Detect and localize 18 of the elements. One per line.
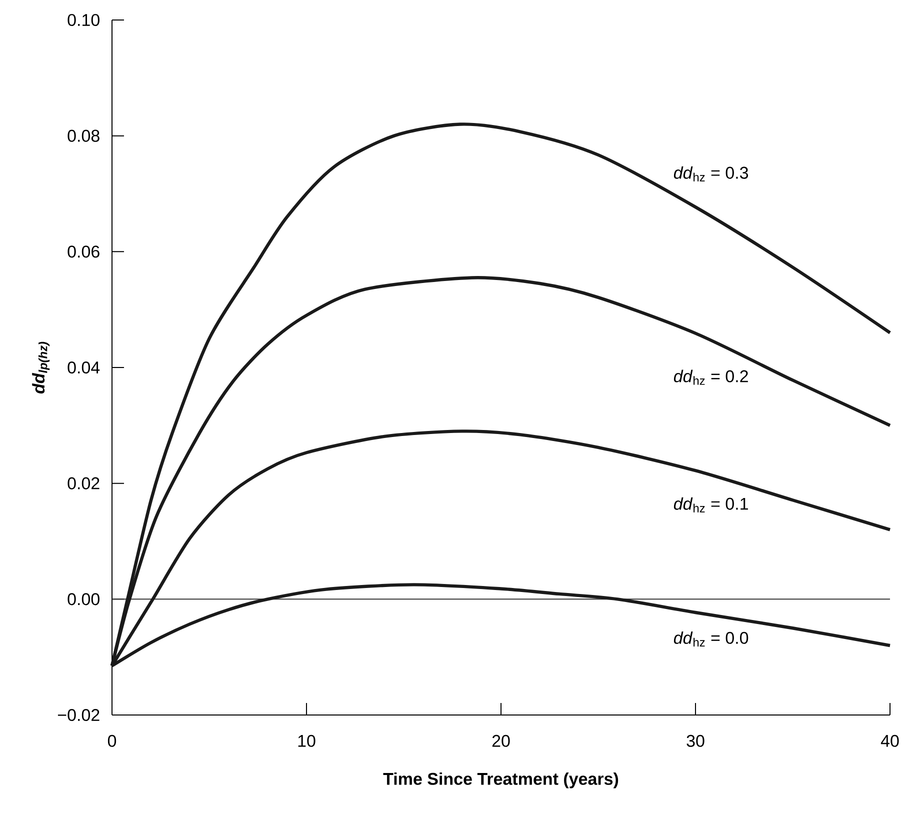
y-tick-label: 0.10 [68,14,100,26]
y-axis-title: dd$_{lp(hz)}$ [32,342,50,394]
x-tick-label: 40 [880,734,899,747]
y-tick-label: 0.08 [68,130,100,142]
y-tick-label: 0.06 [68,246,100,258]
series-label: dd$_{hz}$ = 0.0 [674,631,748,646]
series-label: dd$_{hz}$ = 0.1 [674,497,748,512]
y-tick-label: 0.02 [68,477,100,490]
x-tick-label: 30 [686,734,704,747]
x-tick-label: 0 [108,734,116,747]
y-tick-label: 0.00 [68,593,100,606]
y-tick-label: −0.02 [58,708,100,722]
y-tick-label: 0.04 [68,361,100,374]
x-tick-label: 20 [492,734,510,747]
series-label: dd$_{hz}$ = 0.3 [674,166,748,182]
x-axis-title: Time Since Treatment (years) [383,772,618,788]
series-label: dd$_{hz}$ = 0.2 [674,370,748,385]
x-tick-label: 10 [298,734,316,747]
